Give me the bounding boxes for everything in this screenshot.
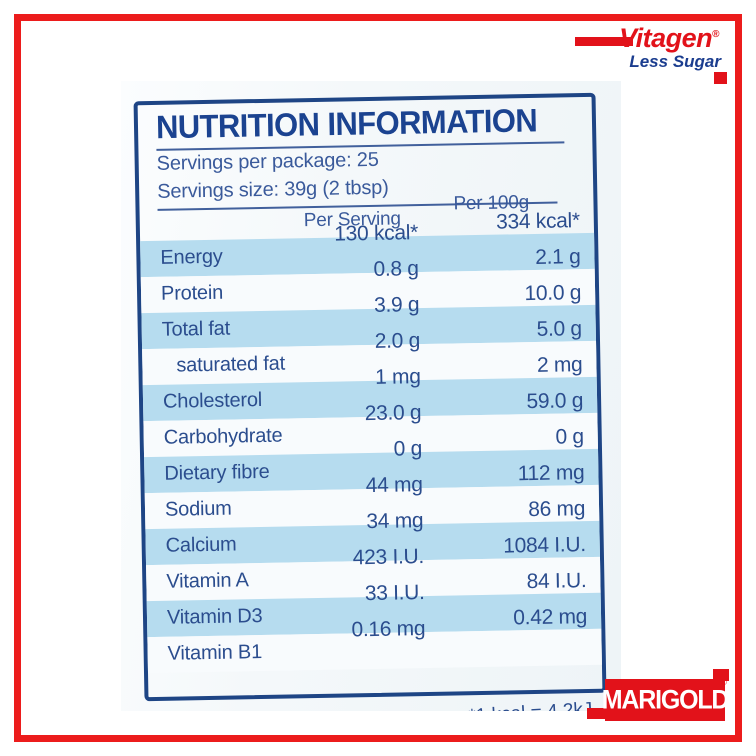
value-per-100g: 10.0 g <box>524 281 582 306</box>
value-per-100g: 2 mg <box>536 353 583 377</box>
value-per-100g: 5.0 g <box>536 317 582 341</box>
servings-per-package: Servings per package: 25 <box>156 148 379 175</box>
nutrient-label: Dietary fibre <box>164 460 270 485</box>
red-border-frame: Vitagen® Less Sugar NUTRITION INFORMATIO… <box>14 14 742 742</box>
value-per-serving: 2.0 g <box>374 329 421 353</box>
nutrient-label: Cholesterol <box>162 388 263 413</box>
marigold-brand-text: MARIGOLD <box>601 684 730 715</box>
nutrient-label: Total fat <box>161 317 231 341</box>
nutrient-label: saturated fat <box>176 352 286 377</box>
value-per-100g: 2.1 g <box>535 245 581 269</box>
vitagen-logo: Vitagen® Less Sugar <box>575 21 729 84</box>
marigold-accent-top-right <box>713 669 729 681</box>
value-per-serving: 0.8 g <box>373 257 419 281</box>
page-title: NUTRITION INFORMATION <box>155 101 538 146</box>
value-per-100g: 0.42 mg <box>513 605 588 630</box>
nutrition-label-photo: NUTRITION INFORMATION Servings per packa… <box>121 81 621 711</box>
vitagen-dash-accent <box>575 37 633 46</box>
value-per-serving: 3.9 g <box>373 293 420 317</box>
vitagen-brand-text: Vitagen <box>619 23 713 53</box>
value-per-serving: 0 g <box>393 437 423 461</box>
nutrient-label: Carbohydrate <box>163 424 283 449</box>
value-per-serving: 34 mg <box>366 509 424 534</box>
marigold-logo: MARIGOLD ® <box>587 669 729 731</box>
value-per-100g: 84 I.U. <box>526 569 587 594</box>
value-per-serving: 423 I.U. <box>352 545 425 570</box>
value-per-100g: 0 g <box>555 425 584 449</box>
nutrient-label: Protein <box>160 281 224 305</box>
nutrition-rows: Energy 130 kcal* 334 kcal* Protein 0.8 g 2.1 … <box>136 209 606 691</box>
nutrient-label: Vitamin B1 <box>167 641 263 665</box>
value-per-100g: 1084 I.U. <box>503 533 586 558</box>
vitagen-square-accent <box>714 72 727 84</box>
nutrient-label: Sodium <box>164 497 232 521</box>
value-per-100g: 86 mg <box>528 497 586 522</box>
nutrient-label: Calcium <box>165 533 237 557</box>
marigold-registered-mark: ® <box>720 677 727 687</box>
vitagen-registered-mark: ® <box>712 29 719 40</box>
nutrient-label: Energy <box>160 245 223 269</box>
value-per-serving: 1 mg <box>374 365 421 389</box>
value-per-serving: 23.0 g <box>364 401 422 426</box>
vitagen-brand-name: Vitagen® <box>579 21 729 52</box>
servings-size: Servings size: 39g (2 tbsp) <box>157 176 389 203</box>
value-per-serving: 33 I.U. <box>364 581 425 606</box>
value-per-100g: 334 kcal* <box>495 209 581 234</box>
marigold-accent-bottom-left <box>587 708 607 719</box>
nutrient-label: Vitamin A <box>166 569 249 593</box>
value-per-100g: 59.0 g <box>526 389 584 414</box>
nutrition-panel-content: NUTRITION INFORMATION Servings per packa… <box>134 93 607 711</box>
value-per-serving: 130 kcal* <box>334 221 419 246</box>
nutrient-label: Vitamin D3 <box>166 605 263 629</box>
footnote-kcal-conversion: *1 kcal = 4.2kJ <box>468 699 593 711</box>
value-per-serving: 44 mg <box>365 473 423 498</box>
marigold-logo-box: MARIGOLD <box>602 679 729 721</box>
vitagen-tagline: Less Sugar <box>629 52 721 71</box>
value-per-serving: 0.16 mg <box>351 617 426 642</box>
value-per-100g: 112 mg <box>517 461 585 486</box>
table-row: Vitamin B1 0.16 mg 0.42 mg <box>147 605 602 674</box>
